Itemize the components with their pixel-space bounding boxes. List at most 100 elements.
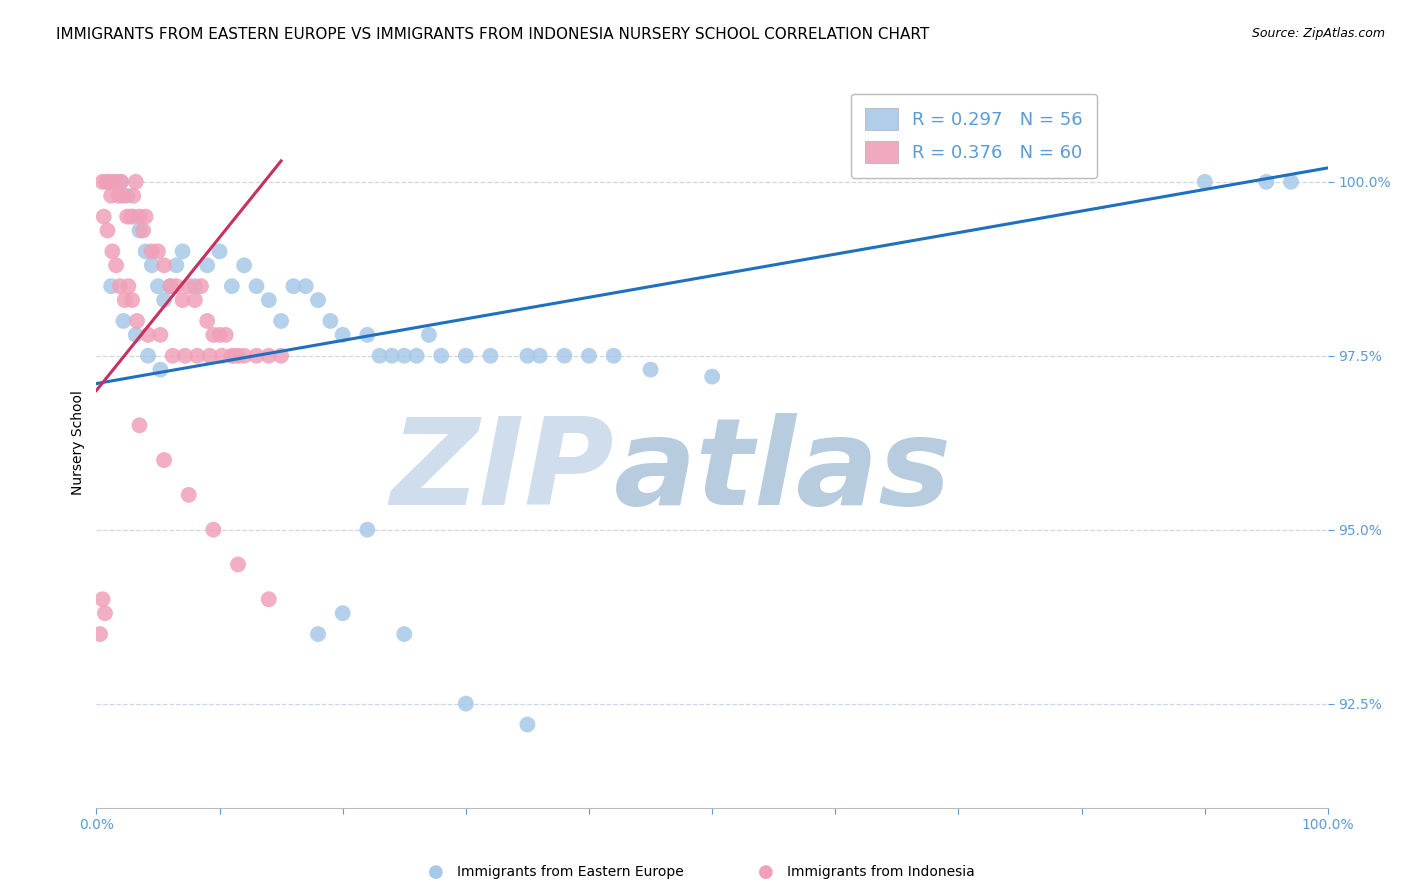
Point	[245, 279, 267, 293]
Legend: R = 0.297   N = 56, R = 0.376   N = 60: R = 0.297 N = 56, R = 0.376 N = 60	[851, 94, 1097, 178]
Point	[115, 188, 138, 202]
Point	[159, 279, 181, 293]
Point	[283, 279, 305, 293]
Point	[430, 349, 453, 363]
Point	[553, 349, 575, 363]
Point	[356, 523, 378, 537]
Point	[135, 244, 157, 259]
Point	[184, 293, 207, 307]
Point	[117, 279, 139, 293]
Point	[294, 279, 316, 293]
Point	[153, 258, 176, 272]
Point	[332, 327, 354, 342]
Point	[257, 293, 280, 307]
Point	[215, 327, 238, 342]
Point	[125, 314, 148, 328]
Point	[149, 327, 172, 342]
Point	[136, 349, 159, 363]
Point	[165, 258, 187, 272]
Point	[516, 349, 538, 363]
Point	[132, 223, 155, 237]
Point	[332, 606, 354, 620]
Point	[270, 349, 292, 363]
Point	[208, 327, 231, 342]
Point	[190, 279, 212, 293]
Point	[226, 349, 249, 363]
Point	[96, 175, 118, 189]
Point	[128, 418, 150, 433]
Point	[115, 210, 138, 224]
Text: Immigrants from Indonesia: Immigrants from Indonesia	[787, 865, 976, 880]
Point	[307, 627, 329, 641]
Point	[702, 369, 724, 384]
Text: ●: ●	[758, 863, 775, 881]
Point	[184, 279, 207, 293]
Point	[162, 349, 184, 363]
Point	[172, 293, 194, 307]
Point	[257, 349, 280, 363]
Point	[172, 244, 194, 259]
Point	[177, 488, 200, 502]
Point	[159, 279, 181, 293]
Point	[198, 349, 221, 363]
Text: Source: ZipAtlas.com: Source: ZipAtlas.com	[1251, 27, 1385, 40]
Point	[602, 349, 624, 363]
Point	[128, 210, 150, 224]
Point	[114, 293, 136, 307]
Point	[224, 349, 246, 363]
Point	[1279, 175, 1302, 189]
Text: Immigrants from Eastern Europe: Immigrants from Eastern Europe	[457, 865, 683, 880]
Point	[112, 314, 135, 328]
Point	[319, 314, 342, 328]
Point	[195, 258, 218, 272]
Point	[104, 175, 127, 189]
Point	[91, 175, 114, 189]
Text: ZIP: ZIP	[389, 413, 613, 531]
Point	[97, 175, 120, 189]
Point	[418, 327, 440, 342]
Point	[405, 349, 427, 363]
Point	[226, 558, 249, 572]
Point	[202, 327, 225, 342]
Point	[112, 188, 135, 202]
Point	[165, 279, 187, 293]
Text: IMMIGRANTS FROM EASTERN EUROPE VS IMMIGRANTS FROM INDONESIA NURSERY SCHOOL CORRE: IMMIGRANTS FROM EASTERN EUROPE VS IMMIGR…	[56, 27, 929, 42]
Point	[174, 349, 197, 363]
Point	[394, 349, 416, 363]
Point	[91, 592, 114, 607]
Point	[121, 293, 143, 307]
Point	[245, 349, 267, 363]
Point	[101, 244, 124, 259]
Point	[122, 210, 145, 224]
Point	[640, 362, 662, 376]
Point	[516, 717, 538, 731]
Point	[93, 210, 115, 224]
Point	[94, 606, 117, 620]
Point	[195, 314, 218, 328]
Point	[125, 175, 148, 189]
Point	[381, 349, 404, 363]
Point	[135, 210, 157, 224]
Point	[104, 175, 127, 189]
Point	[97, 175, 120, 189]
Point	[110, 175, 132, 189]
Point	[208, 244, 231, 259]
Point	[149, 362, 172, 376]
Y-axis label: Nursery School: Nursery School	[72, 391, 86, 495]
Point	[153, 293, 176, 307]
Point	[108, 279, 131, 293]
Point	[233, 258, 256, 272]
Point	[122, 188, 145, 202]
Point	[110, 175, 132, 189]
Point	[211, 349, 233, 363]
Point	[141, 244, 163, 259]
Point	[120, 210, 142, 224]
Point	[128, 223, 150, 237]
Point	[153, 453, 176, 467]
Point	[141, 258, 163, 272]
Point	[221, 349, 243, 363]
Text: atlas: atlas	[613, 413, 952, 531]
Point	[89, 627, 111, 641]
Point	[105, 258, 128, 272]
Point	[454, 349, 477, 363]
